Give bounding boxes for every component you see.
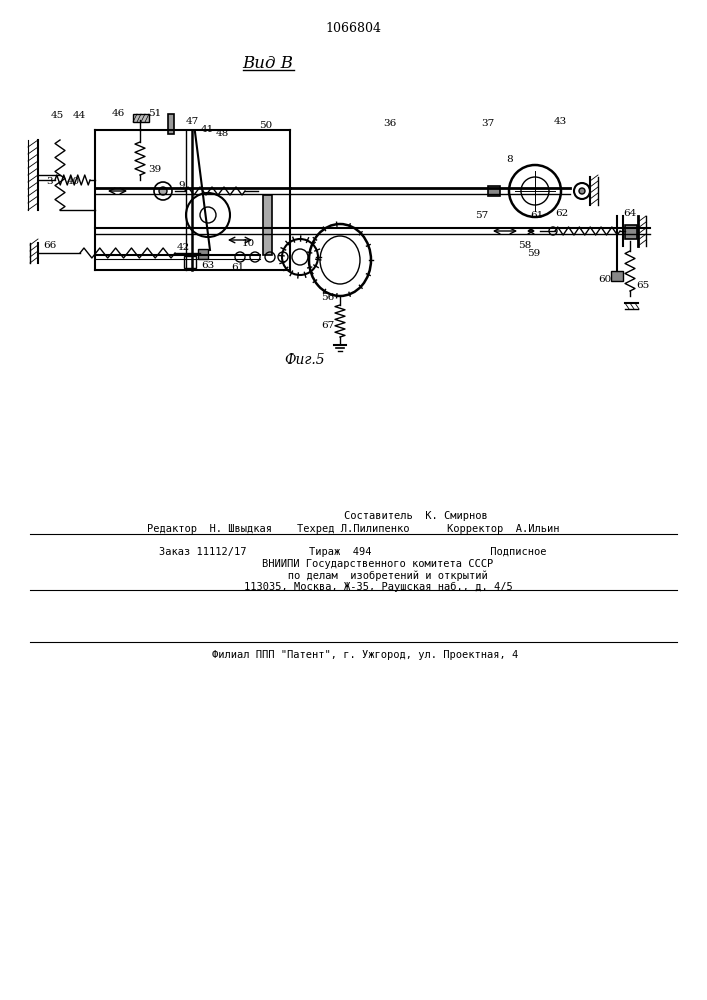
- Text: Редактор  Н. Швыдкая    Техред Л.Пилипенко      Корректор  А.Ильин: Редактор Н. Швыдкая Техред Л.Пилипенко К…: [147, 524, 559, 534]
- Text: ВНИИПИ Государственного комитета СССР: ВНИИПИ Государственного комитета СССР: [212, 559, 493, 569]
- Text: 46: 46: [112, 109, 124, 118]
- Text: 64: 64: [624, 209, 636, 218]
- Text: 42: 42: [176, 243, 189, 252]
- Bar: [198, 249, 208, 259]
- Text: 51: 51: [148, 109, 162, 118]
- Text: 65: 65: [636, 282, 650, 290]
- Bar: [184, 256, 196, 268]
- Text: 63: 63: [201, 260, 215, 269]
- Text: 41: 41: [200, 125, 214, 134]
- Bar: [488, 186, 500, 196]
- Text: 66: 66: [43, 240, 57, 249]
- Text: 8: 8: [507, 155, 513, 164]
- Text: 48: 48: [216, 129, 228, 138]
- Text: 113035, Москва, Ж-35, Раушская наб., д. 4/5: 113035, Москва, Ж-35, Раушская наб., д. …: [194, 582, 513, 592]
- Text: 60: 60: [598, 274, 612, 284]
- Text: 59: 59: [527, 248, 541, 257]
- Text: 58: 58: [518, 240, 532, 249]
- Text: 40: 40: [66, 178, 80, 186]
- Text: 37: 37: [481, 119, 495, 128]
- Text: Заказ 11112/17          Тираж  494                   Подписное: Заказ 11112/17 Тираж 494 Подписное: [159, 547, 547, 557]
- Text: 61: 61: [231, 262, 245, 271]
- Bar: [611, 271, 623, 281]
- Bar: [133, 114, 149, 122]
- Text: 47: 47: [185, 117, 199, 126]
- Text: 39: 39: [148, 165, 162, 174]
- Text: Вид В: Вид В: [243, 54, 293, 72]
- Text: 1066804: 1066804: [325, 21, 381, 34]
- Text: 9: 9: [179, 182, 185, 190]
- Circle shape: [579, 188, 585, 194]
- Text: 56: 56: [322, 292, 334, 302]
- Bar: [168, 114, 174, 134]
- Text: 62: 62: [556, 209, 568, 218]
- Text: 36: 36: [383, 119, 397, 128]
- Text: по делам  изобретений и открытий: по делам изобретений и открытий: [218, 571, 487, 581]
- Circle shape: [159, 187, 167, 195]
- Text: Фиг.5: Фиг.5: [285, 353, 325, 367]
- Text: Составитель  К. Смирнов: Составитель К. Смирнов: [218, 511, 487, 521]
- Text: 43: 43: [554, 117, 566, 126]
- Text: 61: 61: [530, 211, 544, 220]
- Text: 50: 50: [259, 121, 273, 130]
- Text: 67: 67: [322, 320, 334, 330]
- Text: Филиал ППП "Патент", г. Ужгород, ул. Проектная, 4: Филиал ППП "Патент", г. Ужгород, ул. Про…: [187, 650, 519, 660]
- Text: 3: 3: [47, 178, 53, 186]
- Text: 10: 10: [241, 238, 255, 247]
- Text: 57: 57: [475, 211, 489, 220]
- Bar: [625, 225, 637, 239]
- Text: 45: 45: [50, 111, 64, 120]
- Bar: [263, 195, 272, 255]
- Text: 44: 44: [72, 111, 86, 120]
